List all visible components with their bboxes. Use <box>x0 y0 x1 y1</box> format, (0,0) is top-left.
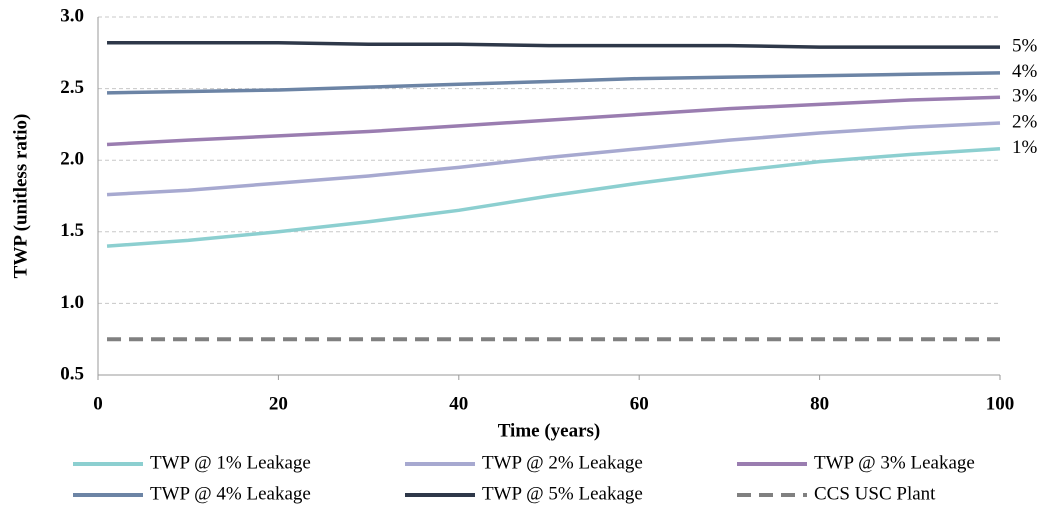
x-tick-label: 60 <box>630 393 649 414</box>
series-line <box>106 95 1001 147</box>
end-label: 5% <box>1012 35 1038 56</box>
y-tick-label: 2.5 <box>60 77 84 98</box>
legend-label: TWP @ 3% Leakage <box>814 452 975 473</box>
legend-label: TWP @ 5% Leakage <box>482 483 643 504</box>
end-label: 2% <box>1012 111 1038 132</box>
legend-label: TWP @ 1% Leakage <box>150 452 311 473</box>
end-label: 3% <box>1012 86 1038 107</box>
series-line <box>106 146 1001 248</box>
x-tick-label: 20 <box>269 393 288 414</box>
x-axis-label: Time (years) <box>498 420 601 441</box>
legend-label: TWP @ 4% Leakage <box>150 483 311 504</box>
y-tick-label: 1.0 <box>60 292 84 313</box>
y-axis-label: TWP (unitless ratio) <box>10 114 31 279</box>
series-line <box>106 71 1001 95</box>
legend-label: TWP @ 2% Leakage <box>482 452 643 473</box>
y-tick-label: 3.0 <box>60 5 84 26</box>
legend-label: CCS USC Plant <box>814 483 936 504</box>
end-label: 4% <box>1012 61 1038 82</box>
x-tick-label: 100 <box>986 393 1015 414</box>
y-tick-label: 0.5 <box>60 363 84 384</box>
y-tick-label: 1.5 <box>60 220 84 241</box>
end-label: 1% <box>1012 137 1038 158</box>
y-tick-label: 2.0 <box>60 149 84 170</box>
x-tick-label: 40 <box>449 393 468 414</box>
series-line <box>106 121 1001 197</box>
x-tick-label: 0 <box>93 393 103 414</box>
x-tick-label: 80 <box>810 393 829 414</box>
series-line <box>107 41 1000 49</box>
